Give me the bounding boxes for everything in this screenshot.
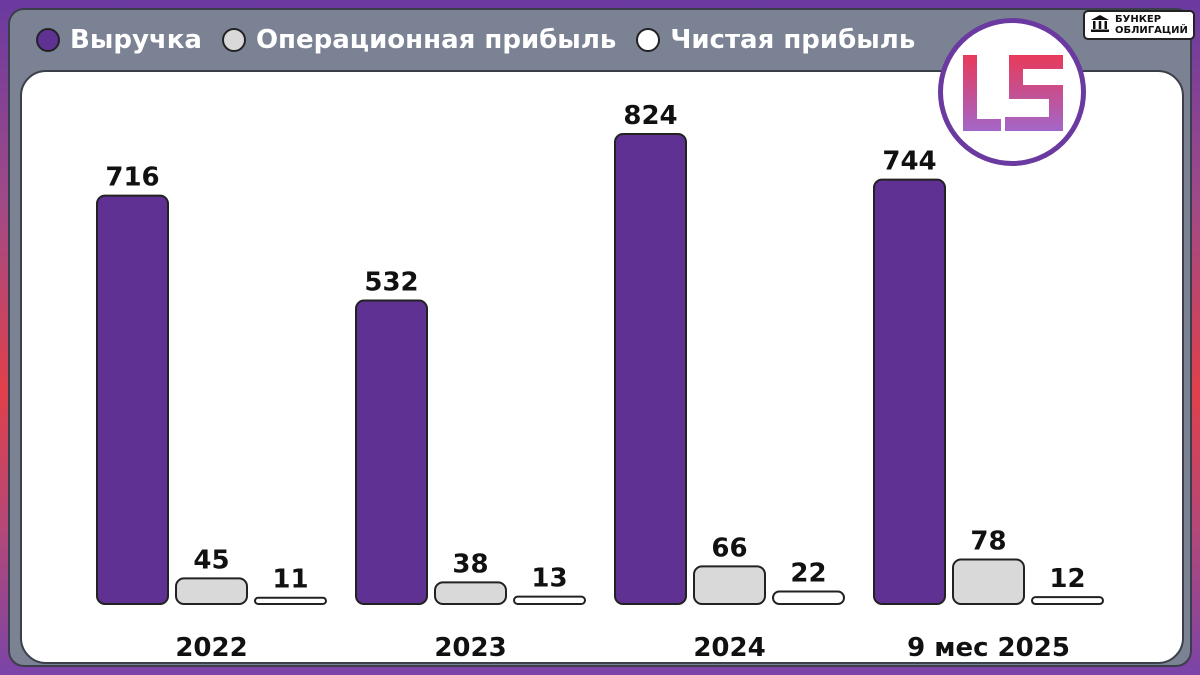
data-label-net-profit-2: 22	[790, 558, 826, 588]
legend-item-operating-profit: Операционная прибыль	[221, 25, 617, 55]
bar-revenue-3	[873, 178, 946, 605]
data-label-operating-profit-2: 66	[711, 533, 747, 563]
brand-badge: БУНКЕР ОБЛИГАЦИЙ	[1083, 10, 1195, 40]
legend: Выручка Операционная прибыль Чистая приб…	[36, 20, 935, 60]
data-label-operating-profit-3: 78	[970, 527, 1006, 557]
data-label-net-profit-1: 13	[531, 564, 567, 594]
bar-operating-profit-2	[693, 565, 766, 605]
data-label-revenue-2: 824	[623, 101, 677, 131]
data-label-net-profit-0: 11	[272, 565, 308, 595]
data-label-operating-profit-0: 45	[193, 545, 229, 575]
bar-operating-profit-1	[434, 581, 507, 606]
data-label-revenue-1: 532	[364, 268, 418, 298]
x-tick-label-2: 2024	[693, 633, 765, 663]
x-tick-label-1: 2023	[434, 633, 506, 663]
legend-label-operating-profit: Операционная прибыль	[255, 25, 617, 55]
legend-item-net-profit: Чистая прибыль	[636, 25, 915, 55]
data-label-net-profit-3: 12	[1049, 564, 1085, 594]
bar-revenue-0	[96, 194, 169, 606]
legend-label-net-profit: Чистая прибыль	[670, 25, 916, 55]
bar-net-profit-0	[254, 596, 327, 605]
bar-net-profit-1	[513, 595, 586, 606]
bar-operating-profit-3	[952, 558, 1025, 605]
bar-net-profit-3	[1031, 596, 1104, 605]
bank-building-icon	[1089, 13, 1111, 37]
legend-swatch-net-profit	[636, 28, 661, 52]
legend-swatch-revenue	[36, 28, 60, 52]
x-tick-label-3: 9 мес 2025	[907, 633, 1070, 663]
data-label-revenue-3: 744	[882, 147, 936, 177]
x-tick-label-0: 2022	[175, 633, 247, 663]
bar-operating-profit-0	[175, 577, 248, 605]
data-label-revenue-0: 716	[105, 163, 159, 193]
legend-swatch-operating-profit	[221, 28, 246, 52]
brand-label: БУНКЕР ОБЛИГАЦИЙ	[1115, 14, 1188, 36]
legend-label-revenue: Выручка	[70, 25, 202, 55]
bar-revenue-1	[355, 299, 428, 605]
bar-net-profit-2	[772, 590, 845, 606]
company-logo-ls-icon	[938, 18, 1086, 166]
legend-item-revenue: Выручка	[36, 25, 202, 55]
bar-revenue-2	[614, 133, 687, 605]
data-label-operating-profit-1: 38	[452, 549, 488, 579]
